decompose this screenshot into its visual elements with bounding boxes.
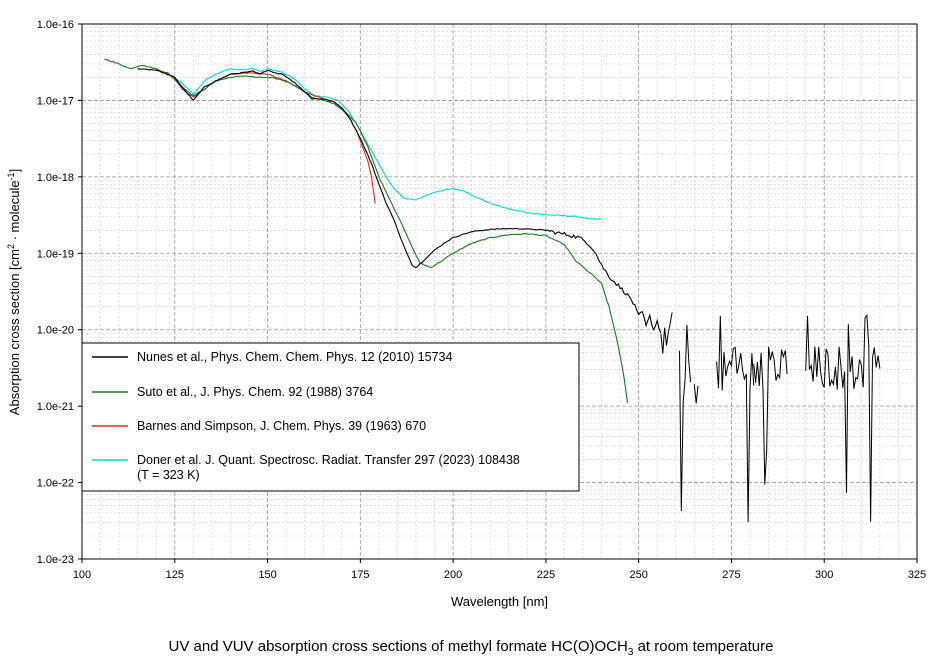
series-group bbox=[104, 58, 881, 523]
x-tick-label: 250 bbox=[629, 569, 647, 581]
y-axis-label-sup1: 2 bbox=[6, 244, 16, 249]
y-tick-label: 1.0e-20 bbox=[37, 325, 74, 337]
plot-frame bbox=[81, 23, 918, 560]
series-line-0-tail bbox=[805, 313, 881, 522]
y-tick-label: 1.0e-17 bbox=[37, 95, 74, 107]
x-tick-label: 200 bbox=[444, 569, 462, 581]
axes bbox=[78, 23, 918, 563]
x-tick-label: 125 bbox=[166, 569, 184, 581]
y-axis-label: Absorption cross section [cm2 · molecule… bbox=[6, 169, 22, 415]
y-tick-label: 1.0e-23 bbox=[37, 554, 74, 566]
x-tick-label: 175 bbox=[351, 569, 369, 581]
y-axis-label-end: ] bbox=[7, 169, 22, 173]
y-tick-label: 1.0e-18 bbox=[37, 172, 74, 184]
legend-label-3-line2: (T = 323 K) bbox=[137, 468, 200, 482]
series-line-0-tail bbox=[716, 315, 755, 523]
y-tick-label: 1.0e-19 bbox=[37, 248, 74, 260]
tick-labels: 100 125 150 175 200 225 250 275 300 325 1.0e-16 1.0… bbox=[37, 19, 926, 581]
caption-main: UV and VUV absorption cross sections of … bbox=[168, 638, 628, 655]
y-tick-label: 1.0e-21 bbox=[37, 401, 74, 413]
x-tick-label: 325 bbox=[908, 569, 926, 581]
series-line-0 bbox=[137, 67, 662, 334]
series-line-3 bbox=[174, 67, 602, 220]
caption-tail: at room temperature bbox=[633, 638, 774, 655]
y-tick-label: 1.0e-16 bbox=[37, 19, 74, 31]
x-tick-label: 225 bbox=[537, 569, 555, 581]
series-line-1 bbox=[104, 58, 629, 404]
y-axis-label-sup2: -1 bbox=[6, 172, 16, 180]
x-tick-label: 300 bbox=[815, 569, 833, 581]
series-line-0-tail bbox=[753, 346, 788, 485]
y-tick-label: 1.0e-22 bbox=[37, 478, 74, 490]
x-tick-label: 275 bbox=[722, 569, 740, 581]
legend-box bbox=[81, 342, 580, 492]
legend-label-3: Doner et al. J. Quant. Spectrosc. Radiat… bbox=[137, 453, 520, 467]
series-line-0-tail bbox=[693, 384, 699, 404]
x-tick-label: 100 bbox=[73, 569, 91, 581]
series-line-0-tail bbox=[679, 324, 692, 512]
y-axis-label-main: Absorption cross section [cm bbox=[7, 249, 22, 415]
legend-label-1: Suto et al., J. Phys. Chem. 92 (1988) 37… bbox=[137, 385, 373, 399]
caption-subscript: 3 bbox=[627, 647, 634, 658]
x-axis-label: Wavelength [nm] bbox=[451, 594, 548, 609]
legend-label-0: Nunes et al., Phys. Chem. Chem. Phys. 12… bbox=[137, 350, 452, 364]
series-line-0-tail bbox=[660, 312, 673, 354]
y-axis-label-mid: · molecule bbox=[7, 180, 22, 244]
x-tick-label: 150 bbox=[258, 569, 276, 581]
legend-label-2: Barnes and Simpson, J. Chem. Phys. 39 (1… bbox=[137, 419, 426, 433]
figure-caption: UV and VUV absorption cross sections of … bbox=[0, 638, 942, 658]
legend: Nunes et al., Phys. Chem. Chem. Phys. 12… bbox=[81, 342, 580, 492]
